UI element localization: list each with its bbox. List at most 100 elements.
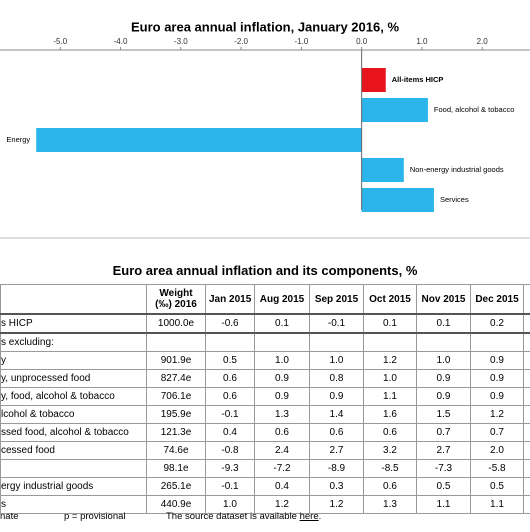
- table-cell: 2.4: [254, 441, 310, 460]
- x-tick-label: -5.0: [53, 37, 67, 46]
- source-link[interactable]: here: [299, 511, 319, 522]
- table-cell: 1.2: [470, 405, 524, 424]
- table-cell: 1.2: [363, 351, 417, 370]
- row-label: s HICP: [0, 313, 147, 334]
- table-cell: 0.9: [470, 387, 524, 406]
- table-cell: 0.1: [416, 313, 471, 334]
- table-row: lcohol & tobacco 195.9e -0.1 1.3 1.4 1.6 1.5 1.…: [0, 405, 530, 424]
- row-label: s excluding:: [0, 332, 147, 352]
- table-cell: 706.1e: [146, 387, 206, 406]
- header-text: (‰) 2016: [155, 299, 197, 310]
- category-label: Food, alcohol & tobacco: [434, 105, 514, 114]
- table-cell: [205, 332, 255, 352]
- table-cell: 1.1: [470, 495, 524, 514]
- table-cell: 1.3: [363, 495, 417, 514]
- table-cell: [470, 332, 524, 352]
- table-cell: 0.8: [309, 369, 364, 388]
- x-tick-label: -3.0: [174, 37, 188, 46]
- header-cell: Aug 2015: [254, 284, 310, 315]
- table-cell: 1.1: [363, 387, 417, 406]
- bar: [361, 98, 428, 122]
- table-cell: [309, 332, 364, 352]
- table-cell: 2.7: [416, 441, 471, 460]
- x-tick-label: -2.0: [234, 37, 248, 46]
- table-cell: 0.5: [416, 477, 471, 496]
- header-cell: Dec 2015: [470, 284, 524, 315]
- table-row: 98.1e -9.3 -7.2 -8.9 -8.5 -7.3 -5.8: [0, 459, 530, 478]
- row-label: cessed food: [0, 441, 147, 460]
- table-row: s HICP 1000.0e -0.6 0.1 -0.1 0.1 0.1 0.2: [0, 313, 530, 334]
- bar: [36, 128, 362, 152]
- table-cell: 0.1: [254, 313, 310, 334]
- table-row: y 901.9e 0.5 1.0 1.0 1.2 1.0 0.9: [0, 351, 530, 370]
- table-cell: 0.3: [309, 477, 364, 496]
- bar: [361, 188, 434, 212]
- table-cell: -0.6: [205, 313, 255, 334]
- footer-note: p = provisional: [64, 511, 126, 522]
- table-cell: 0.9: [254, 369, 310, 388]
- table-cell: 121.3e: [146, 423, 206, 442]
- header-row: Weight (‰) 2016 Jan 2015 Aug 2015 Sep 2015 Oc…: [0, 284, 530, 315]
- row-label: s: [0, 495, 147, 514]
- table-cell: 1.5: [416, 405, 471, 424]
- table-cell: [523, 423, 530, 442]
- table-cell: 0.9: [470, 351, 524, 370]
- table-cell: 0.5: [205, 351, 255, 370]
- table-row: y, unprocessed food 827.4e 0.6 0.9 0.8 1.0 0.9…: [0, 369, 530, 388]
- row-label: y: [0, 351, 147, 370]
- table-cell: 0.9: [470, 369, 524, 388]
- category-label: Services: [440, 195, 469, 204]
- x-tick-label: 1.0: [416, 37, 428, 46]
- table-cell: 0.7: [416, 423, 471, 442]
- table-cell: [523, 387, 530, 406]
- table-row: ergy industrial goods 265.1e -0.1 0.4 0.3 0.6…: [0, 477, 530, 496]
- table-row: cessed food 74.6e -0.8 2.4 2.7 3.2 2.7 2.0: [0, 441, 530, 460]
- table-cell: -0.8: [205, 441, 255, 460]
- table-cell: 98.1e: [146, 459, 206, 478]
- table-cell: 1.0: [363, 369, 417, 388]
- x-tick-label: 0.0: [356, 37, 368, 46]
- table-cell: 0.6: [205, 387, 255, 406]
- category-label: Energy: [6, 135, 30, 144]
- footer-note: nate: [0, 511, 19, 522]
- table: Weight (‰) 2016 Jan 2015 Aug 2015 Sep 2015 Oc…: [0, 284, 530, 514]
- header-cell: Nov 2015: [416, 284, 471, 315]
- table-cell: 0.9: [416, 369, 471, 388]
- table-cell: -8.5: [363, 459, 417, 478]
- table-cell: 1.0: [254, 351, 310, 370]
- table-cell: 1.6: [363, 405, 417, 424]
- table-cell: 1.0: [309, 351, 364, 370]
- table-cell: [523, 441, 530, 460]
- row-label: ergy industrial goods: [0, 477, 147, 496]
- header-text: Weight: [159, 288, 193, 299]
- table-cell: 195.9e: [146, 405, 206, 424]
- table-cell: [146, 332, 206, 352]
- table-cell: [523, 351, 530, 370]
- table-cell: 1.1: [416, 495, 471, 514]
- table-row: ssed food, alcohol & tobacco 121.3e 0.4 0.6…: [0, 423, 530, 442]
- table-cell: -0.1: [309, 313, 364, 334]
- table-cell: -5.8: [470, 459, 524, 478]
- table-cell: 74.6e: [146, 441, 206, 460]
- header-cell: Jan 2015: [205, 284, 255, 315]
- chart-title: Euro area annual inflation, January 2016…: [131, 19, 399, 34]
- table-cell: -8.9: [309, 459, 364, 478]
- table-cell: 0.1: [363, 313, 417, 334]
- row-label: lcohol & tobacco: [0, 405, 147, 424]
- table-cell: [523, 332, 530, 352]
- table-cell: 0.5: [470, 477, 524, 496]
- footer-source: The source dataset is available here.: [166, 511, 321, 522]
- table-row: s 440.9e 1.0 1.2 1.2 1.3 1.1 1.1: [0, 495, 530, 514]
- footer-text: The source dataset is available: [166, 511, 300, 522]
- table-cell: 0.2: [470, 313, 524, 334]
- table-cell: 0.6: [309, 423, 364, 442]
- x-tick-label: 2.0: [477, 37, 489, 46]
- table-cell: -7.3: [416, 459, 471, 478]
- header-cell: [0, 284, 147, 315]
- table-cell: -9.3: [205, 459, 255, 478]
- x-tick-label: -1.0: [294, 37, 308, 46]
- table-cell: 2.7: [309, 441, 364, 460]
- table-cell: 901.9e: [146, 351, 206, 370]
- table-cell: [363, 332, 417, 352]
